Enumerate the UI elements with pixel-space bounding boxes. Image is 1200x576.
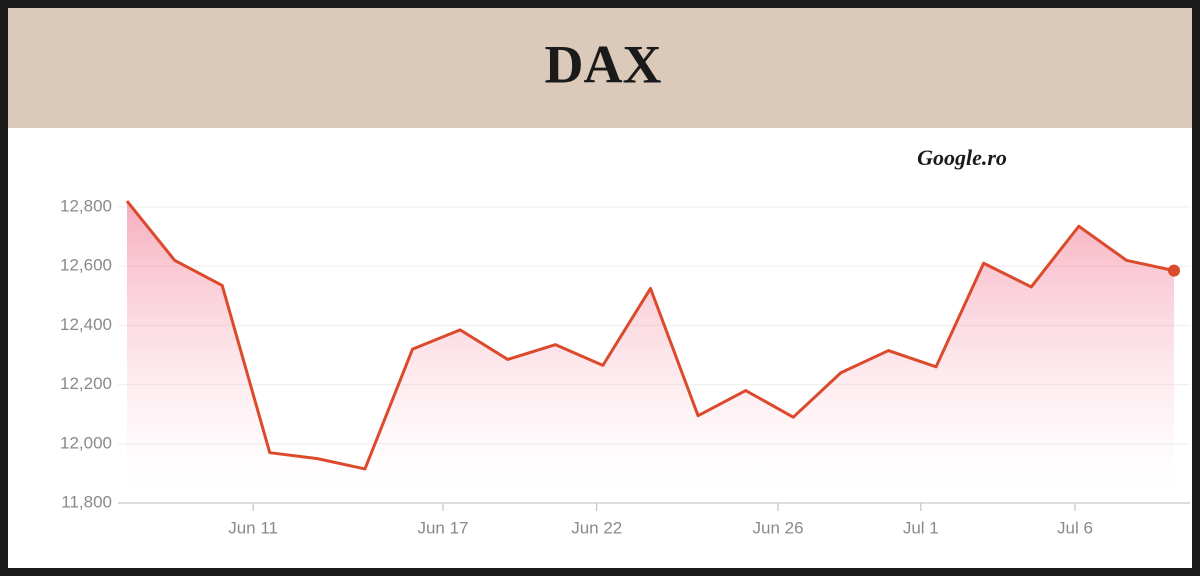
x-tick-label: Jun 22: [571, 518, 622, 537]
x-tick-label: Jun 26: [753, 518, 804, 537]
y-tick-label: 12,200: [60, 374, 112, 393]
chart-title: DAX: [545, 34, 662, 94]
y-tick-label: 12,400: [60, 315, 112, 334]
end-point: [1168, 264, 1180, 277]
y-tick-label: 11,800: [61, 492, 112, 511]
x-tick-label: Jun 11: [228, 518, 278, 537]
x-tick-label: Jun 17: [417, 518, 468, 537]
y-tick-label: 12,600: [60, 256, 112, 275]
y-tick-label: 12,800: [60, 196, 112, 215]
x-tick-label: Jul 1: [903, 518, 939, 537]
x-tick-label: Jul 6: [1057, 518, 1093, 537]
header: [8, 8, 1192, 128]
y-tick-label: 12,000: [60, 433, 112, 452]
line: [125, 200, 1175, 471]
line-area: [127, 201, 1174, 503]
source-annotation: Google.ro: [917, 145, 1007, 170]
